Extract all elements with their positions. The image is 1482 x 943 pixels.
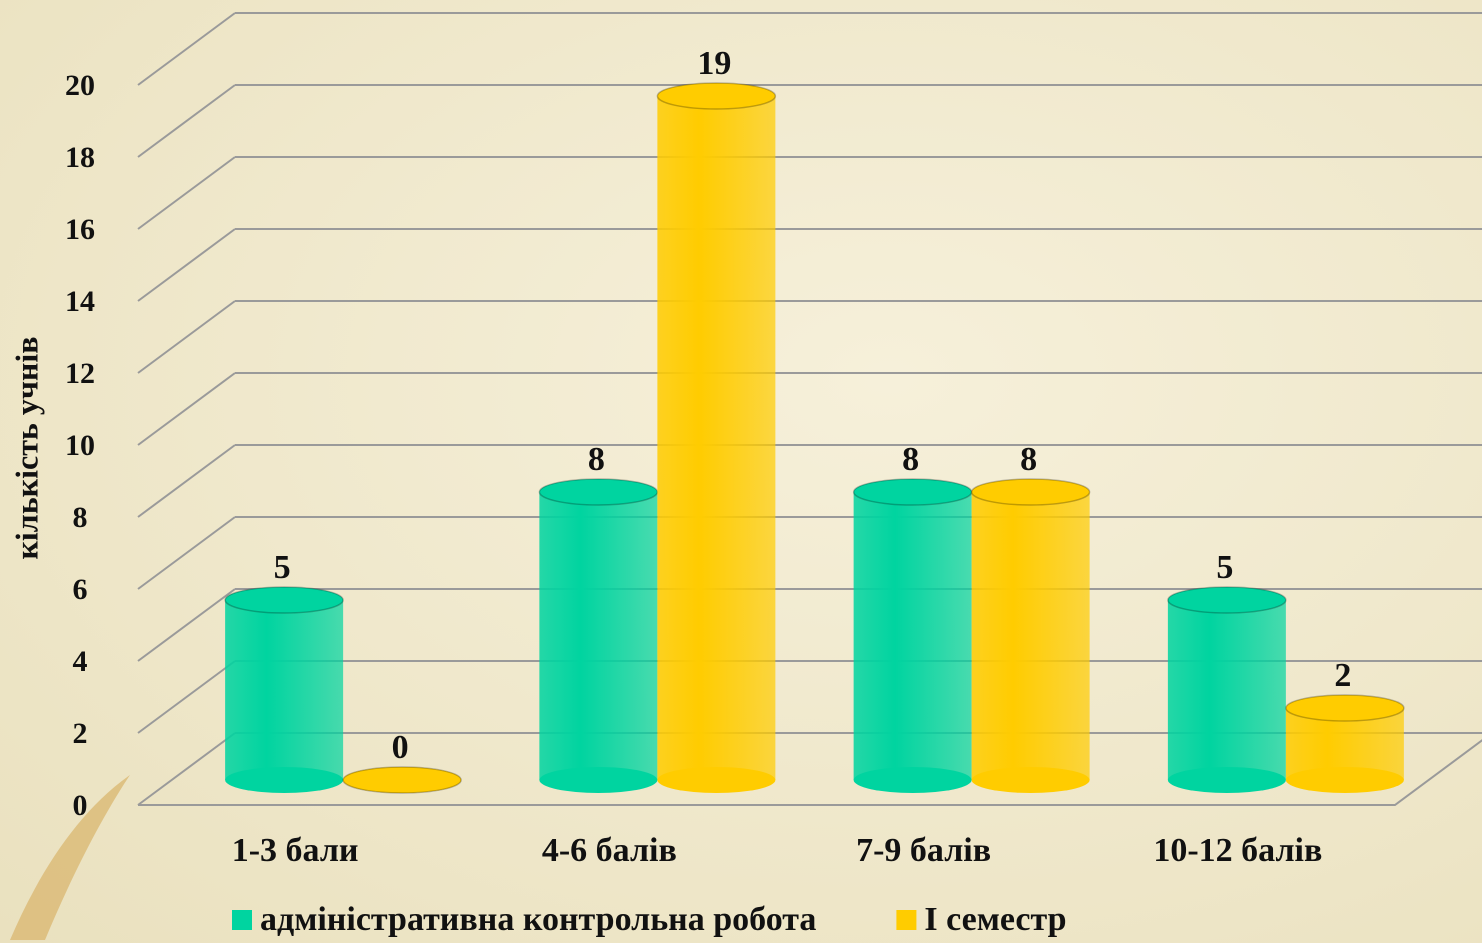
bar: [971, 492, 1090, 780]
bar-top: [538, 478, 659, 506]
bar: [225, 600, 344, 780]
y-tick-label: 10: [65, 429, 95, 462]
value-label: 2: [1334, 657, 1351, 694]
grid-line: [137, 84, 236, 158]
legend-label: І семестр: [924, 901, 1066, 938]
grid-line: [137, 588, 236, 662]
bar-top: [1285, 694, 1405, 722]
bar: [539, 492, 658, 780]
legend-swatch: [232, 910, 252, 930]
bar-top: [342, 766, 462, 794]
y-tick-label: 8: [73, 501, 88, 534]
y-axis-label: кількість учнів: [8, 336, 44, 559]
bar-top: [224, 586, 344, 614]
floor: [138, 739, 1482, 806]
bar: [657, 96, 776, 780]
x-tick-label: 4-6 балів: [542, 832, 677, 869]
bar: [853, 492, 972, 780]
grid-line: [137, 372, 236, 446]
value-label: 19: [697, 45, 731, 82]
value-label: 8: [588, 441, 605, 478]
grid-line: [137, 228, 236, 302]
grid-line: [137, 660, 236, 734]
grid-line: [137, 732, 236, 806]
value-label: 5: [274, 549, 291, 586]
x-tick-label: 1-3 бали: [232, 832, 359, 869]
y-tick-label: 14: [65, 285, 95, 318]
y-tick-label: 2: [73, 717, 88, 750]
grid-line: [137, 12, 236, 86]
value-label: 0: [392, 729, 409, 766]
feather: [10, 775, 130, 940]
x-tick-label: 7-9 балів: [856, 832, 991, 869]
bar-top: [852, 478, 973, 506]
value-label: 8: [902, 441, 919, 478]
y-tick-label: 0: [73, 789, 88, 822]
y-tick-label: 18: [65, 141, 95, 174]
y-tick-label: 4: [73, 645, 88, 678]
value-label: 5: [1216, 549, 1233, 586]
grid-line: [137, 156, 236, 230]
x-tick-label: 10-12 балів: [1153, 832, 1322, 869]
grid-line: [137, 516, 236, 590]
grid-line: [137, 300, 236, 374]
bar-top: [970, 478, 1091, 506]
y-tick-label: 6: [73, 573, 88, 606]
bar: [1167, 600, 1286, 780]
y-tick-label: 12: [65, 357, 95, 390]
value-label: 8: [1020, 441, 1037, 478]
legend-label: адміністративна контрольна робота: [260, 901, 816, 938]
legend-swatch: [896, 910, 917, 930]
y-tick-label: 20: [65, 69, 95, 102]
bar-top: [1167, 586, 1287, 614]
bar-top: [656, 82, 777, 110]
y-tick-label: 16: [65, 213, 95, 246]
grid-line: [137, 444, 236, 518]
